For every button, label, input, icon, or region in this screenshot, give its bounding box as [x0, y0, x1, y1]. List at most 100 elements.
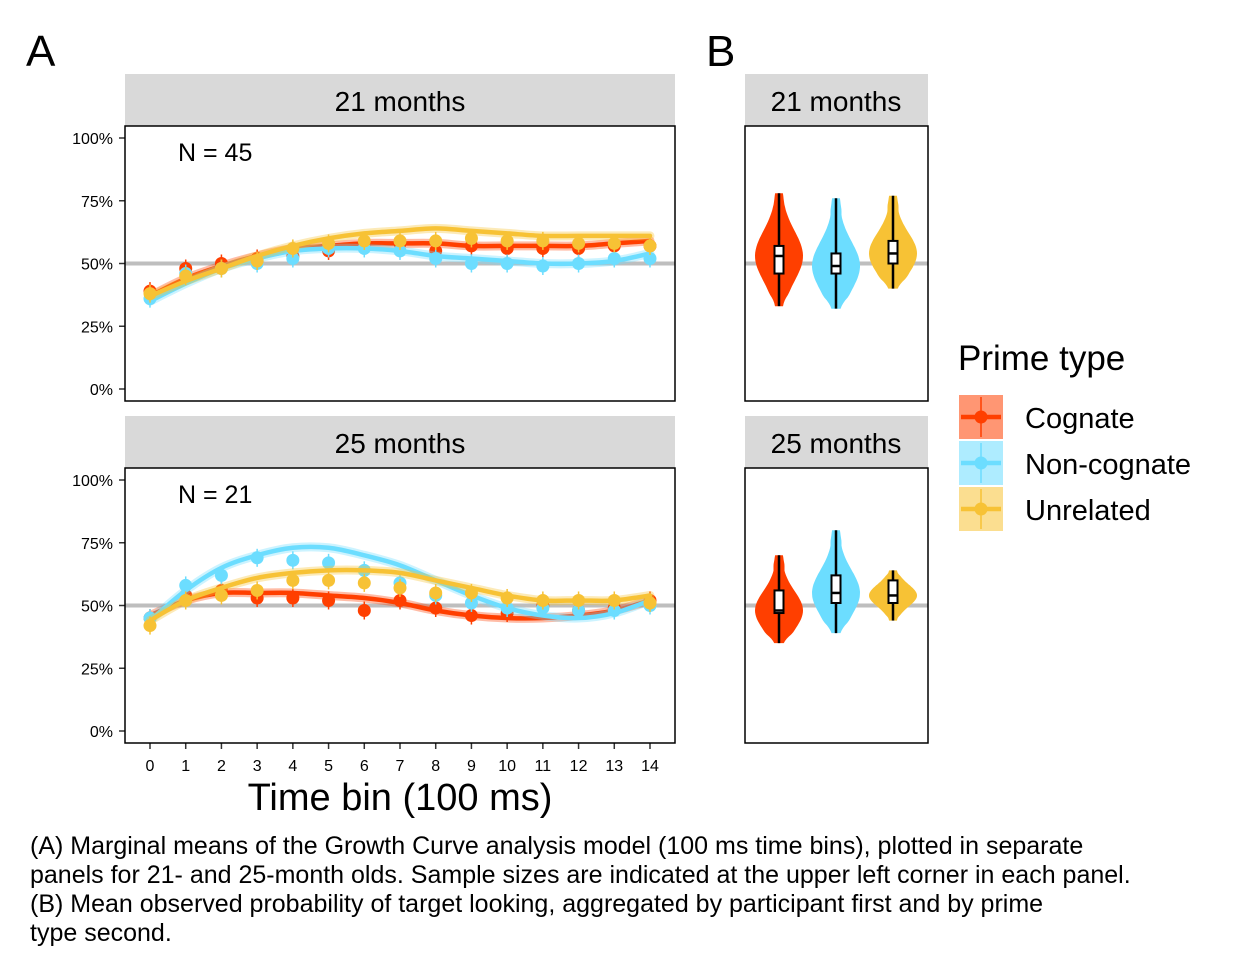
data-point-unrelated	[536, 234, 550, 248]
facet-strip-a25	[125, 416, 675, 468]
caption-line: type second.	[30, 919, 172, 947]
data-point-unrelated	[500, 591, 514, 605]
data-point-non-cognate	[464, 257, 478, 270]
strip-label-a-25: 25 months	[335, 428, 466, 459]
data-point-non-cognate	[286, 251, 300, 265]
legend-label-non-cognate: Non-cognate	[1025, 449, 1191, 481]
x-tick-label: 5	[324, 758, 333, 775]
data-point-non-cognate	[500, 257, 514, 270]
caption-line: panels for 21- and 25-month olds. Sample…	[30, 861, 1131, 889]
caption-line: (B) Mean observed probability of target …	[30, 890, 1044, 918]
legend-label-cognate: Cognate	[1025, 403, 1135, 435]
box-non-cognate	[830, 252, 842, 275]
data-point-non-cognate	[607, 251, 621, 265]
data-point-non-cognate	[572, 257, 586, 270]
panel-border-a25	[124, 467, 676, 744]
data-point-non-cognate	[464, 596, 478, 610]
fit-line-non-cognate	[147, 544, 653, 623]
panel-label-a: A	[26, 27, 56, 76]
data-point-cognate	[357, 604, 371, 618]
data-point-unrelated	[322, 236, 336, 250]
data-point-unrelated	[179, 269, 193, 283]
x-tick-label: 10	[498, 758, 516, 775]
y-tick-label: 100%	[72, 473, 113, 490]
x-tick-label: 0	[146, 758, 155, 775]
data-point-non-cognate	[286, 553, 300, 567]
x-tick-label: 7	[396, 758, 405, 775]
strip-label-b-25: 25 months	[771, 428, 902, 459]
data-point-unrelated	[572, 593, 586, 607]
data-point-unrelated	[143, 287, 157, 301]
data-point-unrelated	[214, 588, 228, 602]
facet-strip-b25	[745, 416, 928, 468]
data-point-unrelated	[286, 573, 300, 587]
data-point-non-cognate	[214, 568, 228, 582]
y-tick-label: 25%	[81, 661, 113, 678]
y-tick-label: 75%	[81, 536, 113, 553]
data-point-unrelated	[322, 573, 336, 587]
data-point-non-cognate	[322, 556, 336, 570]
figure: A B 0%25%50%75%100%0%25%50%75%100%0 1 2 3 4 5…	[26, 27, 1191, 819]
panel-border-b21	[744, 125, 929, 402]
data-point-unrelated	[464, 586, 478, 600]
box-unrelated	[887, 239, 899, 265]
x-tick-label: 3	[253, 758, 262, 775]
x-tick-label: 6	[360, 758, 369, 775]
data-point-unrelated	[500, 234, 514, 248]
facet-strip-a21	[125, 74, 675, 126]
data-point-unrelated	[393, 234, 407, 248]
fit-line-unrelated	[147, 226, 653, 299]
facet-strip-b21	[745, 74, 928, 126]
data-point-unrelated	[429, 586, 443, 600]
legend-title: Prime type	[958, 339, 1125, 378]
y-tick-label: 50%	[81, 257, 113, 274]
data-point-unrelated	[429, 234, 443, 248]
data-point-unrelated	[607, 593, 621, 607]
y-tick-label: 100%	[72, 131, 113, 148]
data-point-non-cognate	[179, 578, 193, 592]
legend-key-point-cognate	[974, 410, 988, 424]
x-tick-label: 4	[288, 758, 297, 775]
figure-caption: (A) Marginal means of the Growth Curve a…	[30, 832, 1240, 948]
data-point-non-cognate	[643, 251, 657, 265]
legend-key-point-unrelated	[974, 502, 988, 516]
x-tick-label: 13	[605, 758, 623, 775]
plot-area: 0%25%50%75%100%0%25%50%75%100%0 1 2 3 4 5 6 7 8 9…	[72, 74, 1003, 775]
data-point-unrelated	[357, 234, 371, 248]
x-tick-label: 14	[641, 758, 659, 775]
data-point-cognate	[393, 593, 407, 607]
sample-size-25: N = 21	[178, 481, 252, 509]
data-point-cognate	[286, 591, 300, 605]
data-point-unrelated	[643, 239, 657, 253]
data-point-unrelated	[143, 619, 157, 633]
panel-border-b25	[744, 467, 929, 744]
box-cognate	[773, 589, 785, 615]
fit-line-unrelated	[147, 567, 653, 623]
x-axis-title: Time bin (100 ms)	[248, 777, 553, 819]
data-point-unrelated	[643, 596, 657, 610]
x-tick-label: 11	[535, 758, 552, 775]
y-tick-label: 75%	[81, 194, 113, 211]
x-tick-label: 9	[467, 758, 476, 775]
sample-size-21: N = 45	[178, 139, 252, 167]
data-point-cognate	[429, 601, 443, 615]
legend-label-unrelated: Unrelated	[1025, 495, 1151, 527]
panel-border-a21	[124, 125, 676, 402]
data-point-unrelated	[357, 576, 371, 590]
x-tick-label: 12	[570, 758, 588, 775]
data-point-non-cognate	[429, 251, 443, 265]
y-tick-label: 50%	[81, 599, 113, 616]
caption-line: (A) Marginal means of the Growth Curve a…	[30, 832, 1084, 860]
data-point-non-cognate	[393, 244, 407, 258]
data-point-unrelated	[536, 593, 550, 607]
box-non-cognate	[830, 574, 842, 604]
data-point-non-cognate	[250, 551, 264, 565]
data-point-cognate	[322, 593, 336, 607]
data-point-unrelated	[607, 236, 621, 250]
strip-label-a-21: 21 months	[335, 86, 466, 117]
data-point-non-cognate	[572, 604, 586, 618]
data-point-unrelated	[179, 593, 193, 607]
box-cognate	[773, 244, 785, 275]
y-tick-label: 25%	[81, 319, 113, 336]
data-point-non-cognate	[607, 604, 621, 618]
